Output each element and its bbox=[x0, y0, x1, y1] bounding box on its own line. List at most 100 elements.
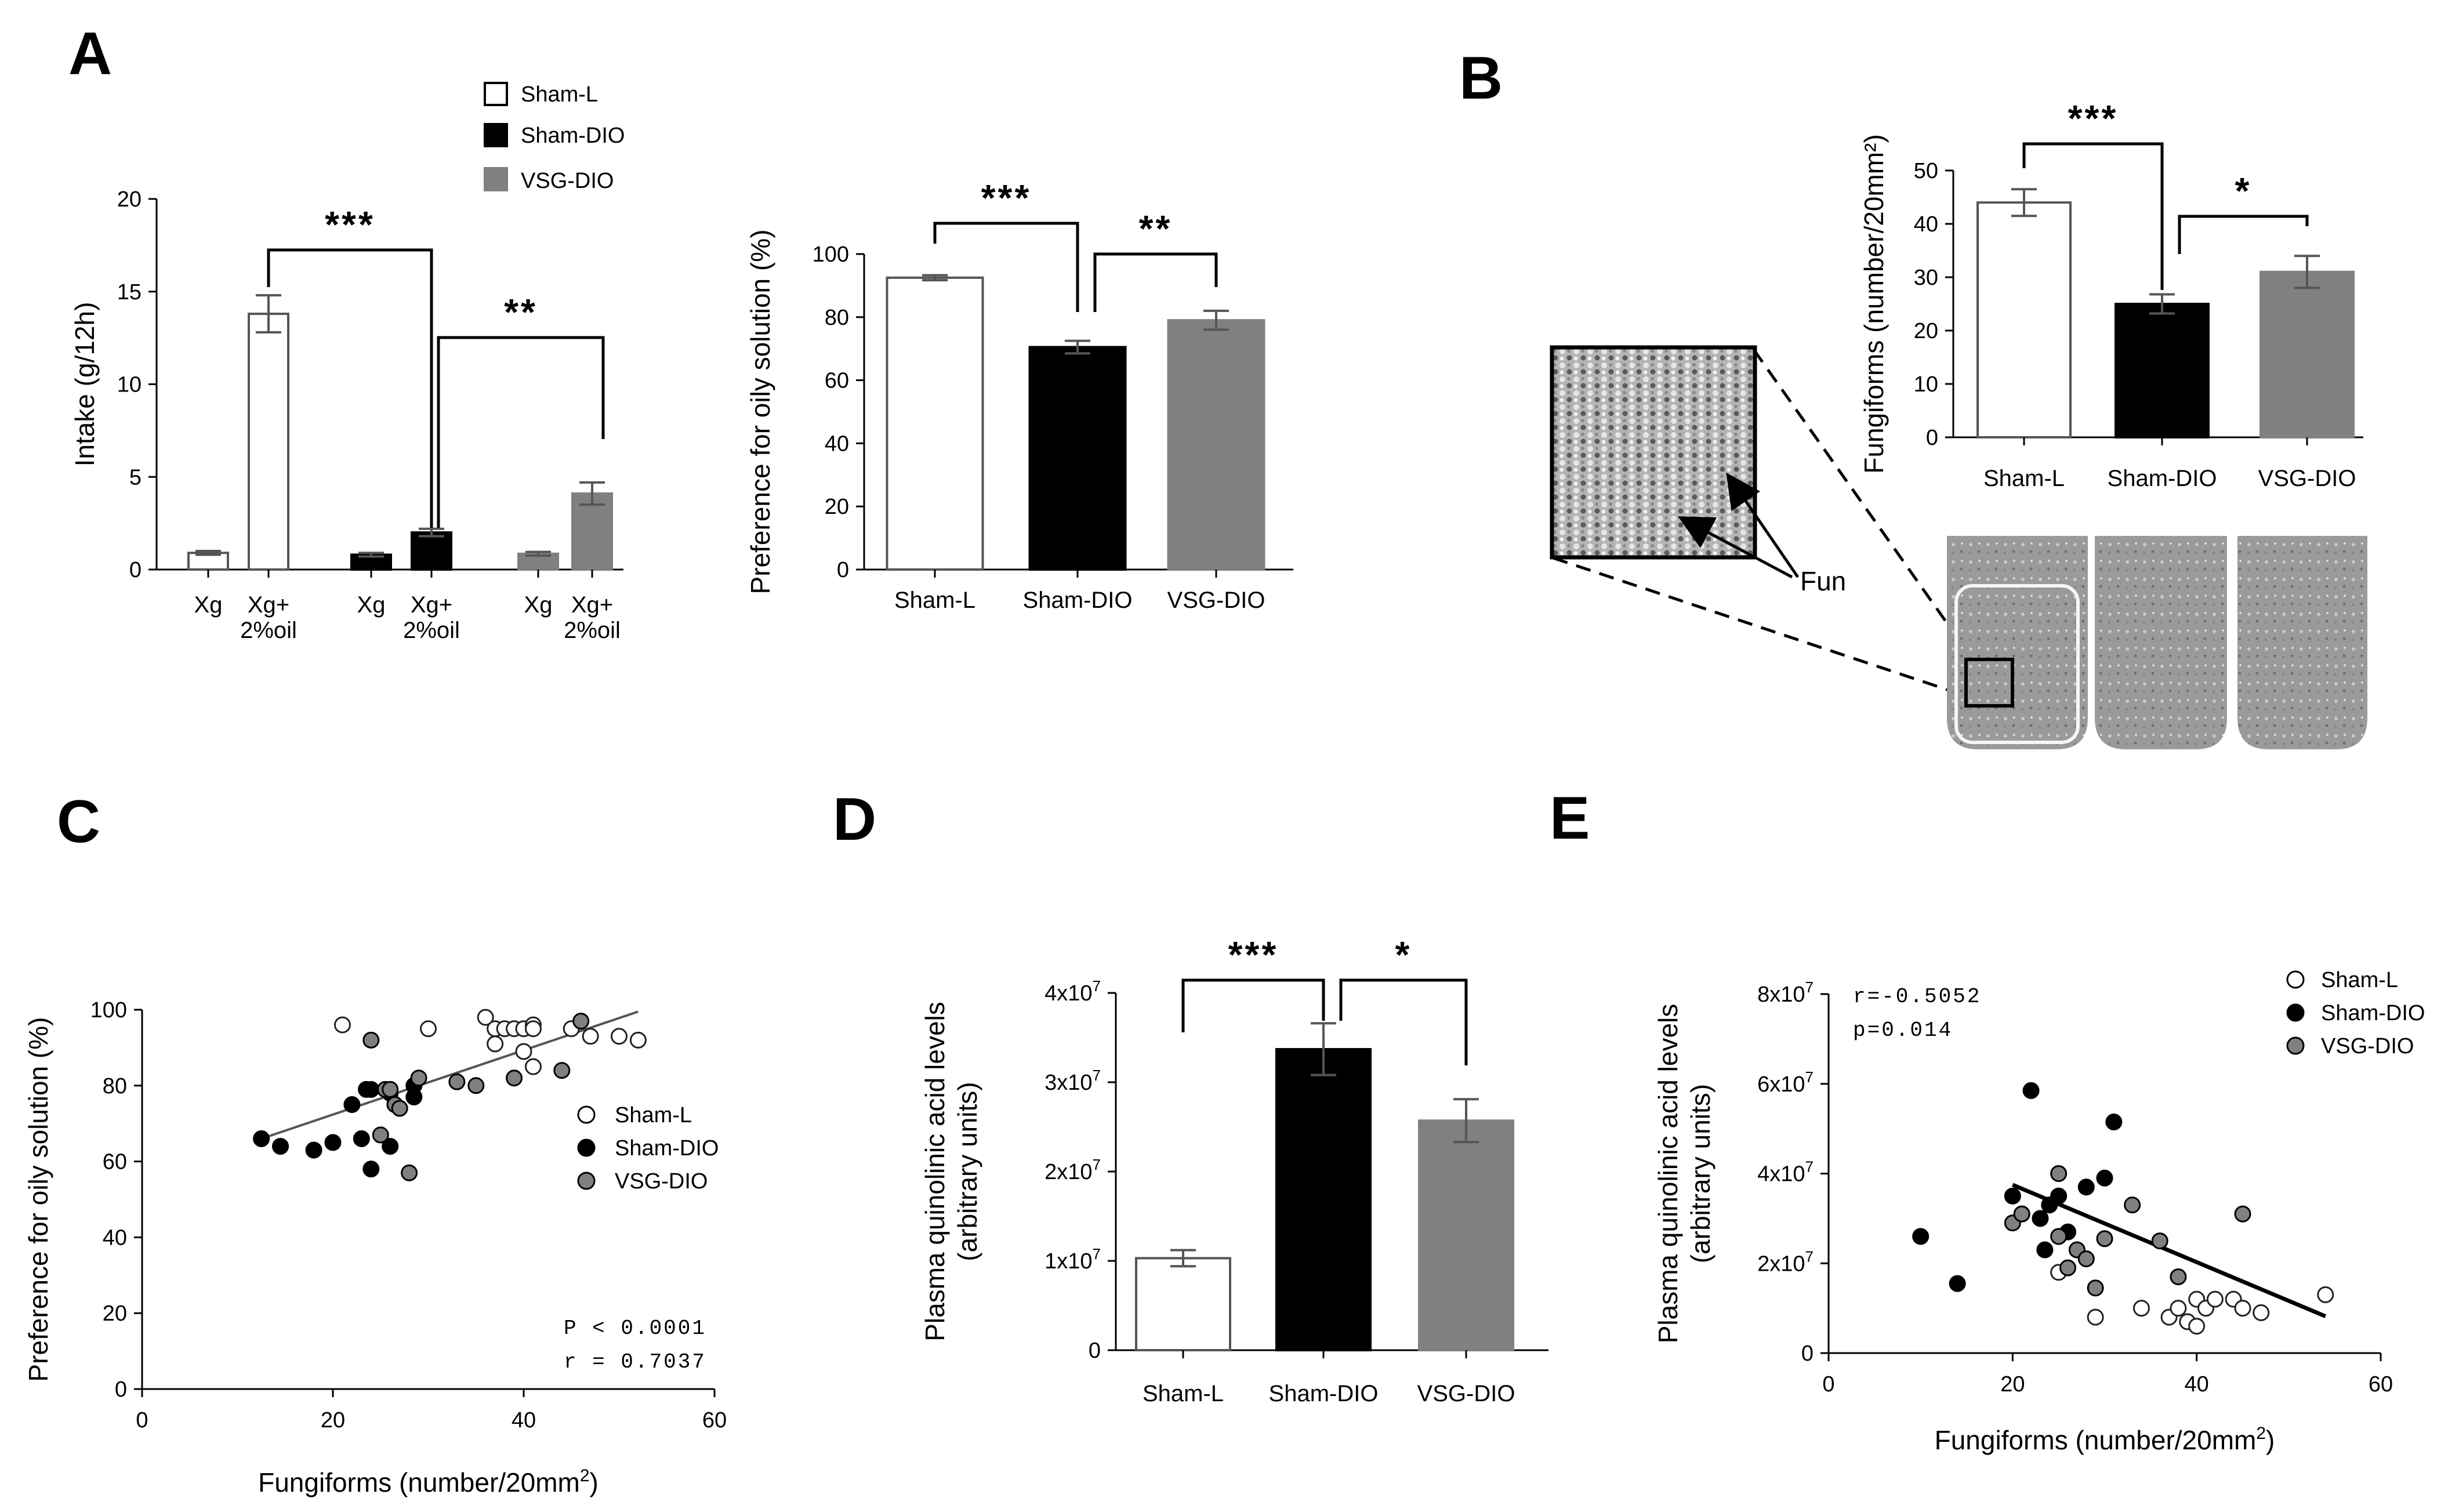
point-vsg-dio bbox=[401, 1164, 418, 1181]
stat-text: p=0.014 bbox=[1853, 1018, 1953, 1042]
point-sham-l bbox=[2132, 1300, 2150, 1317]
y-tick-label: 40 bbox=[1914, 212, 1938, 237]
point-sham-l bbox=[487, 1035, 504, 1053]
point-sham-l bbox=[2253, 1304, 2270, 1321]
point-sham-l bbox=[629, 1031, 647, 1049]
point-sham-dio bbox=[2022, 1082, 2040, 1099]
point-sham-l bbox=[582, 1028, 599, 1045]
x-axis-title: Fungiforms (number/20mm2) bbox=[1935, 1424, 2275, 1455]
y-tick-label: 10 bbox=[117, 373, 142, 397]
bar-sham-dio bbox=[2115, 303, 2210, 438]
point-sham-dio bbox=[2032, 1210, 2049, 1227]
point-vsg-dio bbox=[448, 1073, 466, 1090]
y-tick-label: 60 bbox=[103, 1150, 127, 1174]
y-tick-label: 40 bbox=[103, 1225, 127, 1250]
y-tick-exponent: 7 bbox=[1093, 1156, 1101, 1173]
legend-label-sham-l: Sham-L bbox=[521, 82, 598, 107]
y-axis-title: Preference for oily solution (%) bbox=[745, 230, 775, 594]
y-tick-exponent: 7 bbox=[1093, 1067, 1101, 1084]
point-sham-dio bbox=[343, 1096, 361, 1113]
legend-marker-sham-l bbox=[577, 1105, 596, 1124]
point-vsg-dio bbox=[467, 1077, 485, 1094]
y-tick-exponent: 7 bbox=[1093, 1245, 1101, 1263]
point-vsg-dio bbox=[2096, 1230, 2113, 1248]
bar-xg-2-oil bbox=[248, 313, 289, 571]
y-tick-label: 0 bbox=[1801, 1341, 1814, 1366]
legend-marker-vsg-dio bbox=[577, 1172, 596, 1190]
point-sham-l bbox=[333, 1016, 351, 1034]
x-tick-label: 0 bbox=[1822, 1372, 1834, 1397]
significance-bracket bbox=[1339, 978, 1468, 1065]
point-sham-l bbox=[524, 1020, 542, 1038]
legend-marker-e-sham-l bbox=[2286, 970, 2305, 989]
significance-stars: * bbox=[1395, 934, 1412, 976]
y-tick-label: 0 bbox=[1926, 426, 1938, 450]
point-sham-dio bbox=[305, 1141, 322, 1159]
legend-panel-e: Sham-L Sham-DIO VSG-DIO bbox=[2286, 968, 2425, 1058]
bar-vsg-dio bbox=[1167, 319, 1265, 571]
y-tick-label: 10 bbox=[1914, 372, 1938, 397]
chart-a-preference: 0 20 40 60 80 100 Preference for oily solution… bbox=[745, 177, 1293, 613]
point-sham-dio bbox=[2105, 1114, 2123, 1131]
point-sham-dio bbox=[1949, 1275, 1966, 1292]
significance-bracket bbox=[437, 336, 605, 528]
zoom-line-bottom bbox=[1553, 556, 1975, 701]
point-sham-dio bbox=[2050, 1187, 2068, 1205]
category-label: Sham-L bbox=[894, 588, 975, 613]
y-tick-label: 30 bbox=[1914, 266, 1938, 290]
y-axis-title: Intake (g/12h) bbox=[70, 302, 100, 467]
y-tick-label: 15 bbox=[117, 280, 142, 304]
category-label: Xg+ bbox=[248, 592, 289, 618]
point-vsg-dio bbox=[362, 1031, 380, 1049]
bar-xg-2-oil bbox=[571, 492, 613, 571]
category-label: VSG-DIO bbox=[1167, 588, 1265, 613]
category-label: Sham-DIO bbox=[2108, 466, 2217, 491]
y-axis-title: Plasma quinolinic acid levels(arbitrary … bbox=[1653, 1004, 1716, 1344]
category-label: Xg+ bbox=[571, 592, 613, 618]
point-vsg-dio bbox=[372, 1126, 389, 1144]
y-tick-exponent: 7 bbox=[1805, 1248, 1814, 1265]
y-tick-base: 6x10 bbox=[1757, 1072, 1805, 1097]
panel-label-a: A bbox=[68, 20, 112, 88]
significance-bracket bbox=[2022, 142, 2164, 290]
category-label: VSG-DIO bbox=[1417, 1381, 1515, 1406]
legend-marker-sham-dio bbox=[577, 1138, 596, 1157]
y-tick-label: 0 bbox=[837, 558, 849, 582]
point-sham-l bbox=[420, 1020, 437, 1038]
y-tick-label: 2x107 bbox=[1757, 1248, 1814, 1276]
x-axis-title-main: Fungiforms (number/20mm bbox=[1935, 1425, 2257, 1455]
y-axis-title-line: Plasma quinolinic acid levels bbox=[920, 1002, 950, 1341]
y-tick-base: 8x10 bbox=[1757, 982, 1805, 1007]
x-axis-title-superscript: 2 bbox=[2256, 1424, 2266, 1443]
y-tick-label: 2x107 bbox=[1044, 1156, 1101, 1184]
significance-stars: ** bbox=[1139, 208, 1173, 249]
y-tick-label: 20 bbox=[825, 495, 849, 519]
point-sham-l bbox=[2234, 1300, 2251, 1317]
point-vsg-dio bbox=[2050, 1165, 2068, 1182]
point-vsg-dio bbox=[2087, 1279, 2104, 1297]
y-tick-label: 0 bbox=[1089, 1339, 1101, 1363]
y-tick-label: 1x107 bbox=[1044, 1245, 1101, 1274]
bar-sham-l bbox=[1976, 201, 2072, 438]
point-sham-dio bbox=[1912, 1228, 1930, 1245]
point-vsg-dio bbox=[553, 1062, 571, 1079]
point-vsg-dio bbox=[410, 1069, 427, 1087]
legend-swatch-vsg-dio bbox=[484, 167, 508, 191]
x-axis-title-tail: ) bbox=[590, 1467, 599, 1498]
y-tick-base: 0 bbox=[1801, 1341, 1814, 1366]
bar-vsg-dio bbox=[2259, 270, 2355, 438]
tongue-magnified-image bbox=[1550, 345, 1757, 560]
panel-label-e: E bbox=[1550, 785, 1590, 852]
category-label: Sham-L bbox=[1983, 466, 2065, 491]
point-vsg-dio bbox=[2050, 1228, 2068, 1245]
x-axis-title-tail: ) bbox=[2266, 1425, 2275, 1455]
significance-stars: *** bbox=[2068, 97, 2119, 139]
y-tick-base: 0 bbox=[1089, 1339, 1101, 1363]
point-sham-dio bbox=[362, 1161, 380, 1178]
y-tick-label: 60 bbox=[825, 369, 849, 393]
point-sham-dio bbox=[2036, 1241, 2054, 1259]
legend-panel-a: Sham-L Sham-DIO VSG-DIO bbox=[484, 82, 625, 193]
point-sham-l bbox=[2170, 1300, 2187, 1317]
